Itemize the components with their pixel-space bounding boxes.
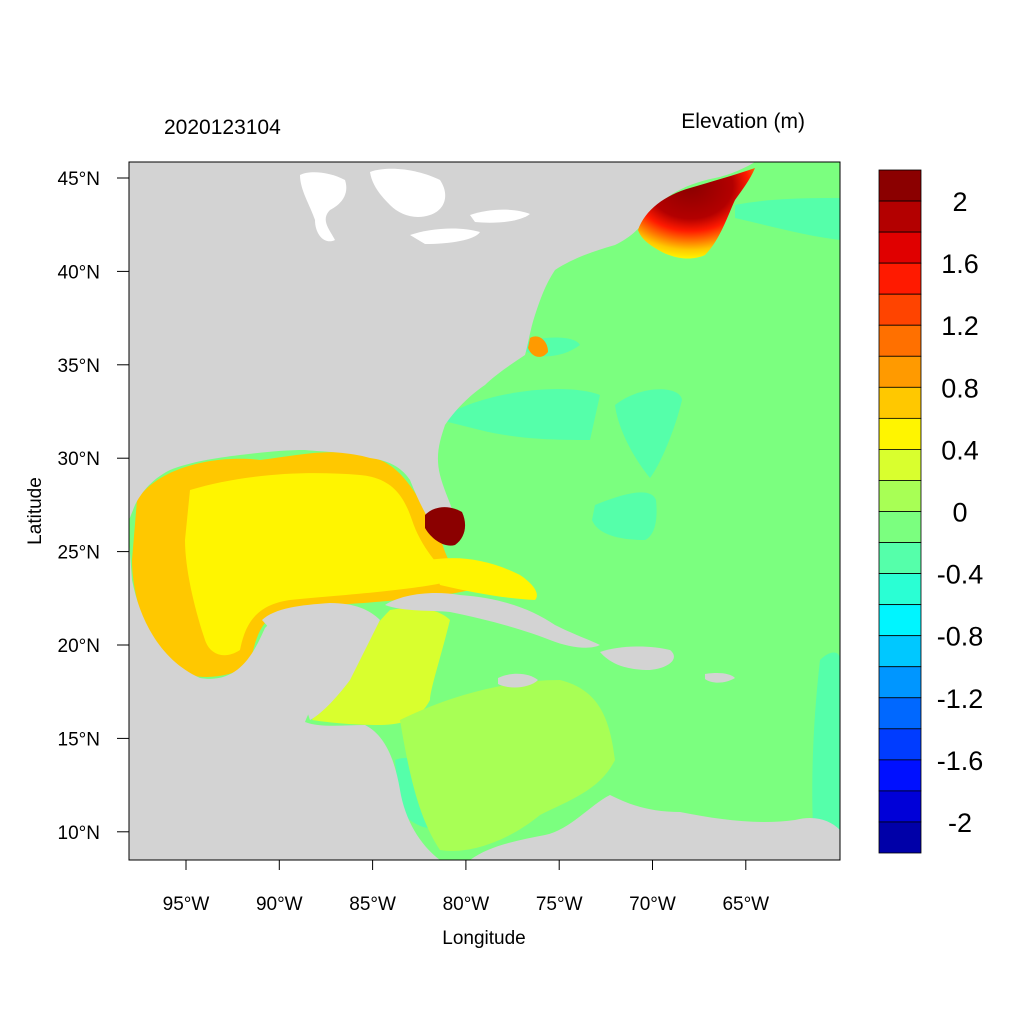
colorbar-swatch xyxy=(878,604,922,637)
colorbar-label: -2 xyxy=(948,808,972,838)
colorbar-swatch xyxy=(878,200,922,233)
colorbar-labels: 2 1.6 1.2 0.8 0.4 0 -0.4 -0.8 -1.2 -1.6 -2 xyxy=(937,187,984,838)
x-tick-label: 70°W xyxy=(629,894,676,915)
ocean-negative-region xyxy=(440,389,600,440)
colorbar-label: -1.6 xyxy=(937,746,984,776)
y-axis-label: Latitude xyxy=(25,477,46,545)
great-lakes xyxy=(470,209,530,223)
colorbar-swatch xyxy=(878,666,922,699)
northeast-storm-surge xyxy=(638,168,755,259)
y-tick-label: 40°N xyxy=(58,262,100,283)
straits-of-florida xyxy=(430,558,537,600)
colorbar-swatch xyxy=(878,759,922,792)
x-tick-label: 75°W xyxy=(536,894,583,915)
x-tick-label: 95°W xyxy=(163,894,210,915)
y-tick-label: 20°N xyxy=(58,636,100,657)
colorbar-label: 0.8 xyxy=(941,373,979,403)
colorbar-swatch xyxy=(878,511,922,543)
map-variable-title: Elevation (m) xyxy=(681,110,805,133)
ocean-negative-region xyxy=(615,389,682,478)
y-tick-label: 35°N xyxy=(58,356,100,377)
colorbar-swatch xyxy=(878,231,922,264)
central-caribbean xyxy=(400,680,615,851)
north-america-land xyxy=(129,162,755,540)
south-america-land xyxy=(470,795,840,860)
yucatan-peninsula-land xyxy=(262,603,380,720)
colorbar-label: 0.4 xyxy=(941,435,979,465)
map-plot-area xyxy=(129,162,840,860)
y-tick-label: 25°N xyxy=(58,543,100,564)
x-tick-label: 65°W xyxy=(722,894,769,915)
colorbar-label: -0.8 xyxy=(937,622,984,652)
colorbar-swatch xyxy=(878,169,922,202)
florida-storm-surge xyxy=(425,507,466,546)
y-tick-label: 10°N xyxy=(58,823,100,844)
colorbar-swatch xyxy=(878,449,922,481)
ocean-negative-region xyxy=(592,492,657,540)
colorbar-swatch xyxy=(878,821,922,854)
y-tick-label: 15°N xyxy=(58,729,100,750)
colorbar-swatch xyxy=(878,324,922,357)
hispaniola-land xyxy=(600,646,674,670)
x-axis-label: Longitude xyxy=(442,928,525,949)
colorbar-swatch xyxy=(878,355,922,388)
longitude-axis: 95°W 90°W 85°W 80°W 75°W 70°W 65°W xyxy=(163,860,769,915)
colorbar-swatch xyxy=(878,790,922,823)
ocean-negative-region xyxy=(812,652,840,860)
colorbar-swatch xyxy=(878,262,922,295)
jamaica-land xyxy=(498,673,538,688)
great-lakes xyxy=(410,228,480,244)
puerto-rico-land xyxy=(705,673,735,683)
cuba-land xyxy=(385,593,600,648)
ocean-negative-region xyxy=(735,198,840,240)
x-tick-label: 90°W xyxy=(256,894,303,915)
great-lakes xyxy=(370,168,446,217)
central-america-land xyxy=(129,540,440,860)
colorbar-label: 1.2 xyxy=(941,311,979,341)
gulf-of-mexico xyxy=(185,473,455,656)
y-tick-label: 30°N xyxy=(58,449,100,470)
colorbar-label: 1.6 xyxy=(941,249,979,279)
colorbar-label: 2 xyxy=(952,187,967,217)
colorbar-label: 0 xyxy=(952,498,967,528)
colorbar-swatch xyxy=(878,386,922,419)
colorbar-swatch xyxy=(878,293,922,326)
carolina-surge xyxy=(528,336,548,357)
colorbar-swatch xyxy=(878,728,922,761)
map-date-label: 2020123104 xyxy=(164,116,281,139)
colorbar-swatch xyxy=(878,542,922,574)
colorbar-label: -0.4 xyxy=(937,560,984,590)
colorbar-swatch xyxy=(878,573,922,606)
x-tick-label: 80°W xyxy=(443,894,490,915)
western-caribbean xyxy=(312,608,450,725)
colorbar-label: -1.2 xyxy=(937,684,984,714)
colorbar-swatch xyxy=(878,697,922,730)
colorbar-swatch xyxy=(878,480,922,512)
elevation-colorbar xyxy=(878,169,922,854)
map-frame xyxy=(128,161,841,861)
y-tick-label: 45°N xyxy=(58,169,100,190)
colorbar-swatch xyxy=(878,635,922,668)
great-lakes xyxy=(300,172,347,242)
latitude-axis: 45°N 40°N 35°N 30°N 25°N 20°N 15°N 10°N xyxy=(58,169,129,844)
x-tick-label: 85°W xyxy=(349,894,396,915)
colorbar-swatch xyxy=(878,417,922,450)
